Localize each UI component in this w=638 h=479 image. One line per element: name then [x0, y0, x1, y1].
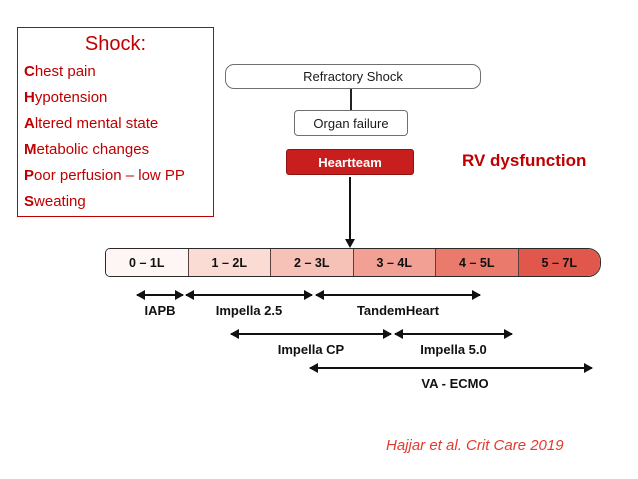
iapb-range-arrow: [136, 290, 184, 300]
tandemheart-label: TandemHeart: [356, 303, 440, 318]
impella-2-5-label: Impella 2.5: [215, 303, 283, 318]
shock-item-chest-pain: Chest pain: [24, 59, 207, 85]
shock-item-lead: P: [24, 167, 35, 184]
shock-symptoms-box: Shock: Chest pain Hypotension Altered me…: [17, 27, 214, 217]
organ-failure-box: Organ failure: [294, 110, 408, 136]
shock-item-altered-mental-state: Altered mental state: [24, 111, 207, 137]
connector-refractory-to-organ: [350, 89, 352, 110]
shock-item-rest: etabolic changes: [36, 141, 150, 158]
impella-cp-label: Impella CP: [277, 342, 345, 357]
shock-item-hypotension: Hypotension: [24, 85, 207, 111]
flow-rate-scale: 0 – 1L 1 – 2L 2 – 3L 3 – 4L 4 – 5L 5 – 7…: [105, 248, 601, 277]
impella-5-0-range-arrow: [394, 329, 513, 339]
heartteam-box: Heartteam: [286, 149, 414, 175]
shock-item-lead: M: [24, 141, 37, 158]
shock-item-lead: C: [24, 63, 35, 80]
shock-item-rest: ypotension: [34, 89, 108, 106]
shock-item-poor-perfusion: Poor perfusion – low PP: [24, 163, 207, 189]
shock-box-title: Shock:: [84, 33, 147, 55]
va-ecmo-range-arrow: [309, 363, 593, 373]
impella-2-5-range-arrow: [185, 290, 313, 300]
scale-segment-1-2L: 1 – 2L: [188, 249, 271, 276]
impella-cp-range-arrow: [230, 329, 392, 339]
scale-segment-4-5L: 4 – 5L: [436, 249, 519, 276]
va-ecmo-label: VA - ECMO: [421, 376, 489, 391]
citation-text: Hajjar et al. Crit Care 2019: [386, 437, 564, 454]
shock-item-rest: ltered mental state: [34, 115, 159, 132]
shock-item-rest: weating: [34, 193, 86, 210]
shock-item-metabolic-changes: Metabolic changes: [24, 137, 207, 163]
shock-item-rest: oor perfusion – low PP: [34, 167, 185, 184]
iapb-label: IAPB: [144, 303, 176, 318]
rv-dysfunction-label: RV dysfunction: [462, 151, 587, 170]
shock-item-rest: hest pain: [34, 63, 96, 80]
tandemheart-range-arrow: [315, 290, 481, 300]
down-arrow-heartteam-to-scale: [344, 177, 355, 248]
shock-item-lead: S: [24, 193, 35, 210]
impella-5-0-label: Impella 5.0: [420, 342, 487, 357]
scale-segment-5-7L: 5 – 7L: [518, 249, 600, 276]
scale-segment-2-3L: 2 – 3L: [271, 249, 354, 276]
scale-segment-0-1L: 0 – 1L: [106, 249, 189, 276]
shock-item-lead: H: [24, 89, 35, 106]
refractory-shock-box: Refractory Shock: [225, 64, 481, 89]
shock-item-sweating: Sweating: [24, 189, 207, 215]
shock-item-lead: A: [24, 115, 35, 132]
scale-segment-3-4L: 3 – 4L: [353, 249, 436, 276]
